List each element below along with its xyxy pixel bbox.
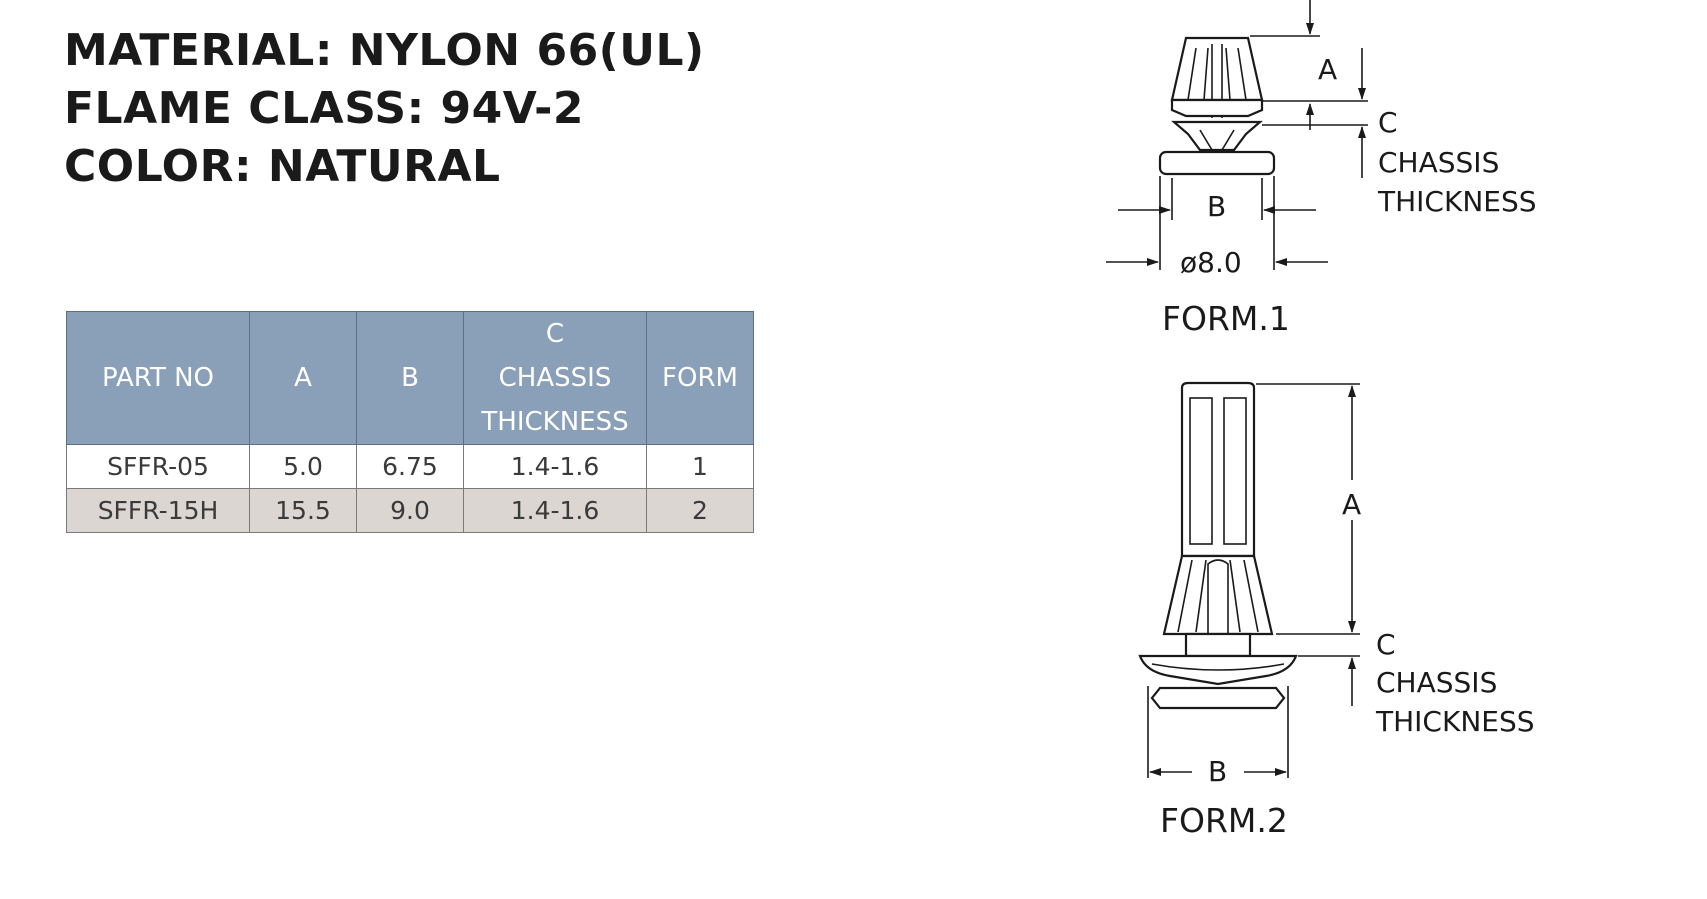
form1-label-b: B bbox=[1207, 190, 1226, 223]
form2-dim-c: C CHASSIS THICKNESS bbox=[1298, 628, 1535, 738]
cell-c: 1.4-1.6 bbox=[463, 444, 647, 489]
form1-label-a: A bbox=[1318, 53, 1337, 86]
table-row: SFFR-15H 15.5 9.0 1.4-1.6 2 bbox=[66, 488, 754, 533]
form1-label-diameter: ø8.0 bbox=[1180, 246, 1242, 279]
cell-part-no: SFFR-15H bbox=[66, 488, 250, 533]
header-form: FORM bbox=[646, 311, 754, 445]
cell-form: 1 bbox=[646, 444, 754, 489]
header-c-chassis: CHASSIS bbox=[498, 363, 612, 393]
form2-dim-a: A bbox=[1256, 383, 1361, 635]
cell-b: 9.0 bbox=[356, 488, 464, 533]
header-b: B bbox=[356, 311, 464, 445]
form1-drawing: A C CHASSIS THICKNESS B ø8.0 FORM.1 bbox=[1106, 0, 1537, 338]
form2-label-thickness: THICKNESS bbox=[1375, 705, 1535, 738]
form2-label-a: A bbox=[1342, 488, 1361, 521]
header-c-thickness: THICKNESS bbox=[481, 407, 629, 437]
form2-dim-b: B bbox=[1147, 686, 1289, 788]
flame-class-line: FLAME CLASS: 94V-2 bbox=[64, 83, 584, 134]
material-line: MATERIAL: NYLON 66(UL) bbox=[64, 25, 705, 76]
form2-label-chassis: CHASSIS bbox=[1376, 666, 1497, 699]
material-spec-block: MATERIAL: NYLON 66(UL) FLAME CLASS: 94V-… bbox=[64, 22, 705, 196]
form1-part bbox=[1158, 36, 1276, 176]
form2-title: FORM.2 bbox=[1160, 801, 1288, 840]
parts-table: PART NO A B C CHASSIS THICKNESS FORM SFF… bbox=[66, 311, 754, 533]
cell-a: 15.5 bbox=[249, 488, 357, 533]
cell-c: 1.4-1.6 bbox=[463, 488, 647, 533]
form1-dim-diameter: ø8.0 bbox=[1106, 176, 1328, 279]
table-row: SFFR-05 5.0 6.75 1.4-1.6 1 bbox=[66, 444, 754, 489]
header-c-label: C bbox=[545, 319, 565, 349]
form1-title: FORM.1 bbox=[1162, 299, 1290, 338]
form2-label-b: B bbox=[1208, 755, 1227, 788]
form1-dim-b: B bbox=[1118, 178, 1316, 223]
form1-label-chassis: CHASSIS bbox=[1378, 146, 1499, 179]
header-c: C CHASSIS THICKNESS bbox=[463, 311, 647, 445]
form1-label-c: C bbox=[1378, 106, 1398, 139]
form1-dim-c: C CHASSIS THICKNESS bbox=[1262, 103, 1537, 218]
form2-label-c: C bbox=[1376, 628, 1396, 661]
form1-dim-a: A bbox=[1250, 0, 1368, 102]
cell-b: 6.75 bbox=[356, 444, 464, 489]
form1-label-thickness: THICKNESS bbox=[1377, 185, 1537, 218]
form2-part bbox=[1138, 381, 1298, 710]
form2-drawing: A C CHASSIS THICKNESS B FORM.2 bbox=[1138, 381, 1535, 840]
cell-part-no: SFFR-05 bbox=[66, 444, 250, 489]
table-header-row: PART NO A B C CHASSIS THICKNESS FORM bbox=[66, 311, 754, 445]
color-line: COLOR: NATURAL bbox=[64, 141, 501, 192]
cell-form: 2 bbox=[646, 488, 754, 533]
